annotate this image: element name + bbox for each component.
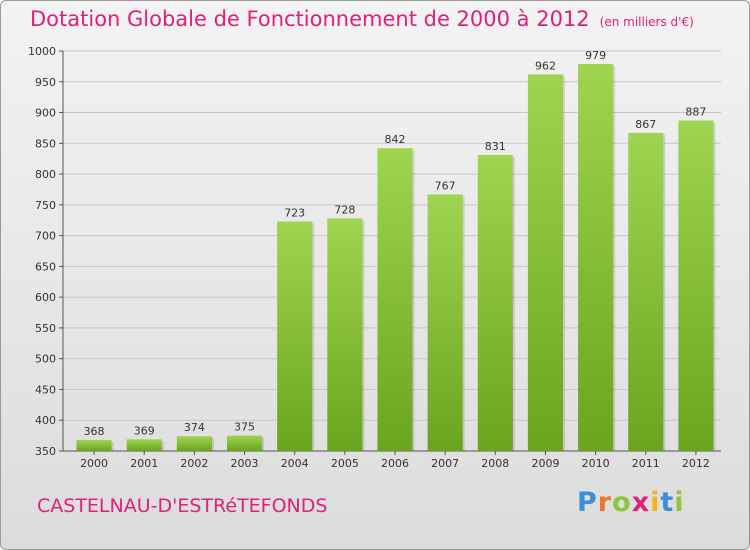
logo-letter: i bbox=[650, 487, 661, 518]
bar-2001 bbox=[126, 439, 162, 451]
y-tick-label-400: 400 bbox=[35, 414, 56, 427]
bar-2011 bbox=[628, 132, 664, 451]
bar-2002 bbox=[176, 436, 212, 451]
y-tick-label-900: 900 bbox=[35, 107, 56, 120]
bars bbox=[76, 63, 716, 452]
y-tick-label-650: 650 bbox=[35, 260, 56, 273]
x-tick-label-2011: 2011 bbox=[632, 457, 660, 470]
proxiti-logo: Proxiti bbox=[577, 487, 685, 518]
x-tick-label-2008: 2008 bbox=[481, 457, 509, 470]
chart-title: Dotation Globale de Fonctionnement de 20… bbox=[30, 7, 694, 31]
value-label-2005: 728 bbox=[334, 203, 355, 216]
y-tick-label-1000: 1000 bbox=[28, 45, 56, 58]
value-label-2000: 368 bbox=[84, 425, 105, 438]
logo-letter: P bbox=[577, 487, 598, 518]
value-label-2002: 374 bbox=[184, 421, 205, 434]
bar-2004 bbox=[277, 221, 313, 451]
bar-2010 bbox=[578, 63, 614, 452]
value-label-2006: 842 bbox=[385, 133, 406, 146]
value-label-2009: 962 bbox=[535, 59, 556, 72]
x-tick-label-2002: 2002 bbox=[180, 457, 208, 470]
y-tick-label-350: 350 bbox=[35, 445, 56, 458]
logo-letter: r bbox=[597, 487, 613, 518]
value-label-2007: 767 bbox=[435, 179, 456, 192]
x-tick-label-2007: 2007 bbox=[431, 457, 459, 470]
y-tick-label-450: 450 bbox=[35, 383, 56, 396]
x-tick-label-2012: 2012 bbox=[682, 457, 710, 470]
bar-2008 bbox=[477, 155, 513, 451]
value-label-2004: 723 bbox=[284, 206, 305, 219]
x-tick-label-2005: 2005 bbox=[331, 457, 359, 470]
y-tick-label-550: 550 bbox=[35, 322, 56, 335]
y-tick-label-600: 600 bbox=[35, 291, 56, 304]
logo-letter: o bbox=[612, 487, 632, 518]
value-label-2003: 375 bbox=[234, 421, 255, 434]
y-tick-label-700: 700 bbox=[35, 230, 56, 243]
x-tick-label-2009: 2009 bbox=[531, 457, 559, 470]
commune-name: CASTELNAU-D'ESTRéTEFONDS bbox=[37, 495, 328, 517]
logo-letter: x bbox=[631, 487, 651, 518]
y-tick-label-950: 950 bbox=[35, 76, 56, 89]
data-labels: 368 369 374 375 723 728 842 767 831 962 979 867 887 bbox=[84, 49, 707, 438]
x-tick-label-2006: 2006 bbox=[381, 457, 409, 470]
value-label-2001: 369 bbox=[134, 424, 155, 437]
value-label-2010: 979 bbox=[585, 49, 606, 62]
bar-2006 bbox=[377, 148, 413, 451]
logo-letter: i bbox=[674, 487, 685, 518]
chart-units: (en milliers d'€) bbox=[599, 15, 694, 29]
y-tick-label-750: 750 bbox=[35, 199, 56, 212]
bar-2000 bbox=[76, 439, 112, 451]
x-tick-label-2003: 2003 bbox=[231, 457, 259, 470]
bar-2009 bbox=[527, 74, 564, 451]
y-tick-label-800: 800 bbox=[35, 168, 56, 181]
chart-title-text: Dotation Globale de Fonctionnement de 20… bbox=[30, 7, 590, 31]
y-tick-label-500: 500 bbox=[35, 353, 56, 366]
value-label-2008: 831 bbox=[485, 140, 506, 153]
x-tick-label-2004: 2004 bbox=[281, 457, 309, 470]
x-tick-label-2001: 2001 bbox=[130, 457, 158, 470]
x-tick-label-2010: 2010 bbox=[582, 457, 610, 470]
bar-2003 bbox=[226, 435, 263, 451]
value-label-2011: 867 bbox=[635, 118, 656, 131]
value-label-2012: 887 bbox=[685, 106, 706, 119]
bar-2012 bbox=[678, 120, 714, 452]
y-tick-label-850: 850 bbox=[35, 137, 56, 150]
x-tick-label-2000: 2000 bbox=[80, 457, 108, 470]
bar-2005 bbox=[327, 218, 363, 451]
axes: 350 400 450 500 550 600 650 700 750 800 850 900 950 1… bbox=[28, 45, 721, 470]
logo-letter: t bbox=[660, 487, 675, 518]
bar-2007 bbox=[427, 194, 463, 451]
